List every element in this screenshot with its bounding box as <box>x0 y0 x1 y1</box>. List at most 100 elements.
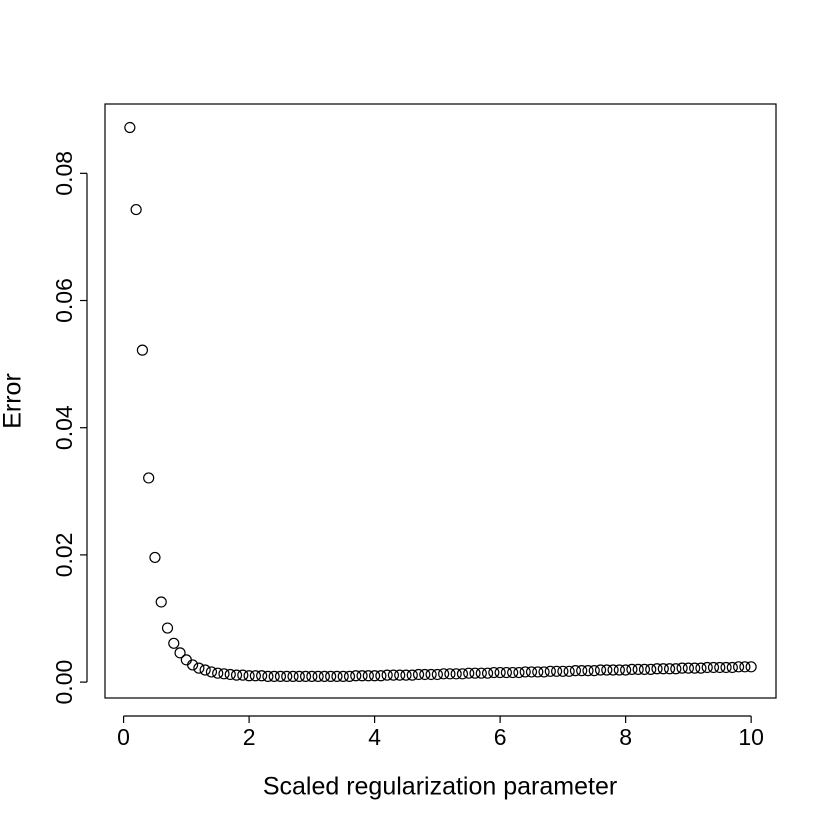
point <box>299 670 312 682</box>
point <box>613 664 625 676</box>
point <box>387 669 400 681</box>
point <box>212 667 224 679</box>
point <box>444 668 456 680</box>
point <box>224 668 236 681</box>
point <box>620 664 632 676</box>
point <box>594 664 607 676</box>
point <box>726 661 738 674</box>
x-tick-label: 2 <box>243 724 256 750</box>
point <box>494 666 506 679</box>
point <box>601 664 613 676</box>
point <box>532 666 544 678</box>
point <box>369 670 381 682</box>
point <box>676 662 688 674</box>
point <box>187 659 199 671</box>
point <box>331 670 343 682</box>
point <box>576 665 588 677</box>
point <box>256 670 268 682</box>
point <box>544 665 556 677</box>
x-tick-label: 6 <box>494 724 507 750</box>
x-tick-label: 10 <box>738 724 764 750</box>
point <box>362 670 374 682</box>
point <box>262 670 274 682</box>
x-axis-label: Scaled regularization parameter <box>263 773 617 801</box>
y-tick-label: 0.00 <box>51 660 77 705</box>
point <box>274 670 287 682</box>
point <box>180 654 192 666</box>
point <box>306 670 318 682</box>
point <box>695 662 707 674</box>
point <box>651 663 663 675</box>
point <box>174 647 186 659</box>
y-axis-label: Error <box>0 373 27 429</box>
point <box>381 669 393 681</box>
point <box>638 663 651 675</box>
y-tick-label: 0.08 <box>51 151 77 196</box>
point <box>626 663 638 675</box>
point <box>375 670 387 682</box>
y-tick-label: 0.02 <box>51 533 77 578</box>
point <box>350 670 362 682</box>
point <box>149 551 161 564</box>
point <box>218 668 230 680</box>
x-tick-label: 0 <box>117 724 130 750</box>
point <box>337 670 349 682</box>
point <box>657 663 669 675</box>
point <box>243 670 255 682</box>
point <box>500 666 512 679</box>
point <box>582 665 594 677</box>
point <box>469 667 481 679</box>
point <box>563 665 575 677</box>
point <box>136 344 149 356</box>
point <box>193 662 205 674</box>
point <box>538 666 550 678</box>
point <box>412 668 425 681</box>
point <box>394 669 406 681</box>
point <box>318 670 330 682</box>
point <box>130 203 142 216</box>
point <box>343 670 356 682</box>
point <box>230 669 243 681</box>
point <box>732 661 745 673</box>
y-tick-label: 0.06 <box>51 278 77 323</box>
point <box>488 666 500 679</box>
point <box>569 665 582 677</box>
point <box>161 622 174 634</box>
x-tick-label: 8 <box>619 724 632 750</box>
point <box>519 666 531 678</box>
point <box>406 669 418 681</box>
point <box>720 661 732 674</box>
point <box>199 664 211 676</box>
point <box>400 669 412 681</box>
point <box>682 662 694 674</box>
point <box>513 666 525 679</box>
point <box>450 668 462 680</box>
point <box>237 669 249 681</box>
point <box>739 661 751 673</box>
point <box>551 665 563 677</box>
point <box>205 666 218 678</box>
point <box>714 661 726 674</box>
point <box>293 670 305 682</box>
point <box>607 664 619 676</box>
plot-box <box>104 103 777 699</box>
point <box>525 666 538 678</box>
point <box>663 663 676 675</box>
point <box>356 670 368 682</box>
point <box>325 670 337 682</box>
point <box>645 663 657 675</box>
point <box>124 121 136 134</box>
point <box>632 663 644 675</box>
point <box>557 665 569 677</box>
point <box>425 668 437 681</box>
point <box>745 661 757 673</box>
point <box>689 662 701 674</box>
point <box>155 596 167 608</box>
point <box>438 668 450 680</box>
point <box>707 661 720 674</box>
point <box>287 670 299 682</box>
point <box>670 663 682 675</box>
point <box>456 668 469 680</box>
point <box>249 670 261 682</box>
